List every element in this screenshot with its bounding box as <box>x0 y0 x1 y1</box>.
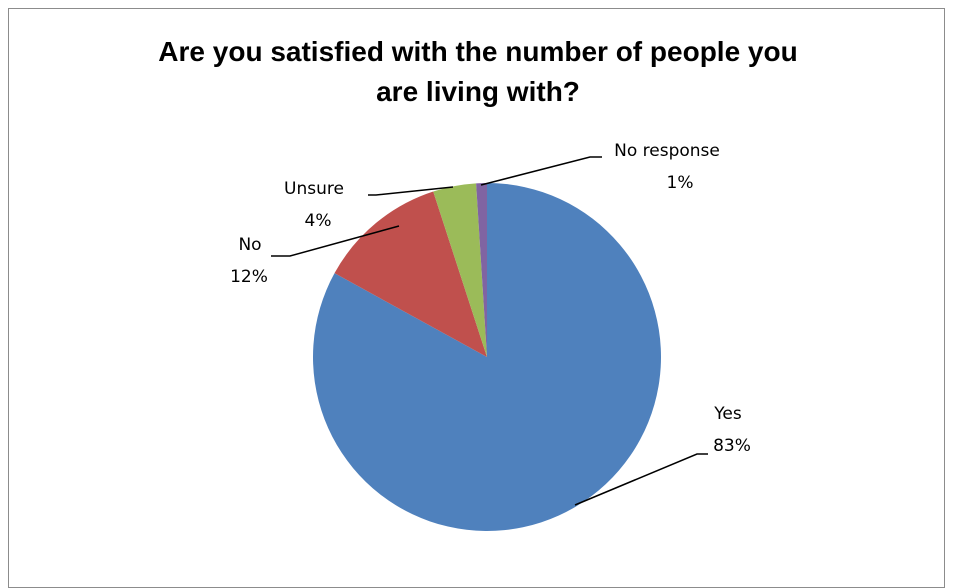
chart-title-line-1: Are you satisfied with the number of peo… <box>158 36 798 67</box>
pie-slice-unsure <box>433 183 487 357</box>
chart-title: Are you satisfied with the number of peo… <box>0 32 956 112</box>
leader-line-no-response <box>480 156 602 186</box>
chart-title-line-2: are living with? <box>376 76 580 107</box>
leader-line-unsure <box>368 186 454 196</box>
leader-line-yes <box>574 453 708 506</box>
data-label-no-percent: 12% <box>230 267 268 287</box>
data-label-no-response-category: No response <box>614 141 720 161</box>
data-label-no-response-percent: 1% <box>667 173 694 193</box>
data-label-unsure-category: Unsure <box>284 179 344 199</box>
data-label-yes-category: Yes <box>713 404 742 424</box>
data-label-yes-percent: 83% <box>713 436 751 456</box>
pie-slice-no-response <box>476 183 487 357</box>
leader-line-no <box>271 225 400 257</box>
data-label-unsure-percent: 4% <box>305 211 332 231</box>
data-label-no-category: No <box>238 235 261 255</box>
